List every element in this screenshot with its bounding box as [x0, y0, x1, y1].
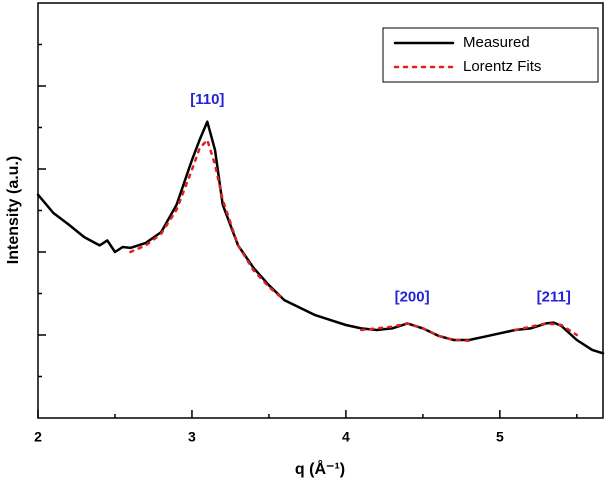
y-axis-label: Intensity (a.u.)	[5, 156, 22, 264]
series-line	[129, 138, 286, 302]
legend-label: Measured	[463, 34, 530, 51]
x-tick-label: 3	[188, 429, 196, 445]
legend-box	[382, 27, 599, 83]
x-tick-label: 5	[496, 429, 504, 445]
series-line	[36, 120, 605, 355]
x-tick-label: 4	[342, 429, 350, 445]
annotation: [200]	[395, 289, 430, 306]
series-line	[513, 322, 579, 337]
x-tick-label: 2	[34, 429, 42, 445]
annotation: [110]	[190, 91, 224, 108]
annotation: [211]	[537, 289, 571, 306]
x-axis-label: q (Å⁻¹)	[295, 459, 345, 478]
series-line	[360, 322, 471, 343]
legend-label: Lorentz Fits	[463, 58, 541, 75]
